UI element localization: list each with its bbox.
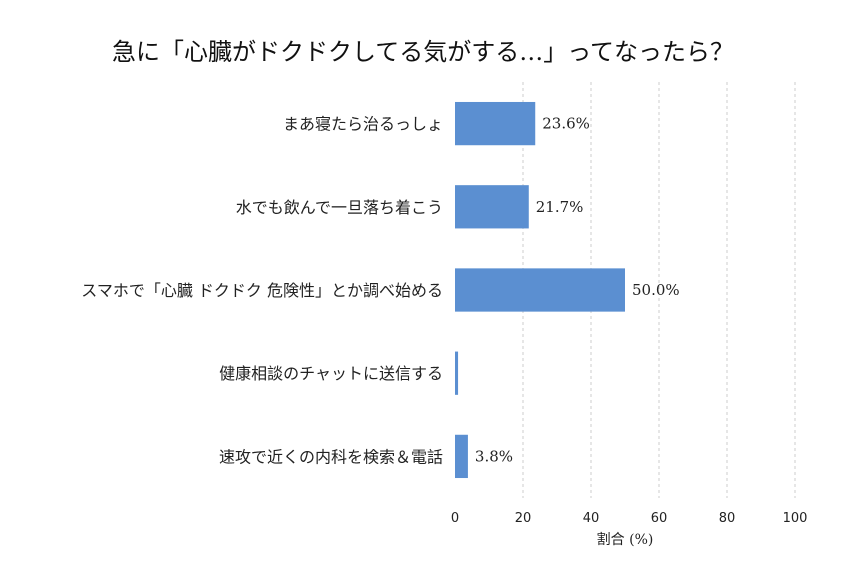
x-tick-label-60: 60 <box>651 511 668 526</box>
value-label-1: 23.6% <box>542 115 590 133</box>
category-label-4: 健康相談のチャットに送信する <box>219 364 443 383</box>
category-label-2: 水でも飲んで一旦落ち着こう <box>236 198 443 217</box>
value-label-2: 21.7% <box>536 198 584 216</box>
chart-title: 急に「心臓がドクドクしてる気がする…」ってなったら？ <box>112 38 734 66</box>
bar-2 <box>455 185 529 229</box>
bars <box>455 101 625 479</box>
bar-4 <box>455 351 459 395</box>
category-label-5: 速攻で近くの内科を検索＆電話 <box>219 447 443 466</box>
x-axis-label: 割合 (%) <box>597 531 654 548</box>
value-label-5: 3.8% <box>475 447 513 465</box>
bar-5 <box>455 434 468 479</box>
bar-1 <box>455 101 536 146</box>
category-label-3: スマホで「心臓 ドクドク 危険性」とか調べ始める <box>81 281 443 300</box>
x-tick-label-80: 80 <box>719 511 736 526</box>
bar-3 <box>455 268 625 312</box>
x-tick-label-20: 20 <box>515 511 532 526</box>
category-label-1: まあ寝たら治るっしょ <box>283 115 443 134</box>
value-labels: 23.6% 21.7% 50.0% 3.8% <box>475 115 680 466</box>
x-tick-label-40: 40 <box>583 511 600 526</box>
x-tick-labels: 0 20 40 60 80 100 <box>451 511 808 526</box>
x-tick-label-0: 0 <box>451 511 459 526</box>
x-tick-label-100: 100 <box>783 511 808 526</box>
value-label-3: 50.0% <box>632 281 680 299</box>
